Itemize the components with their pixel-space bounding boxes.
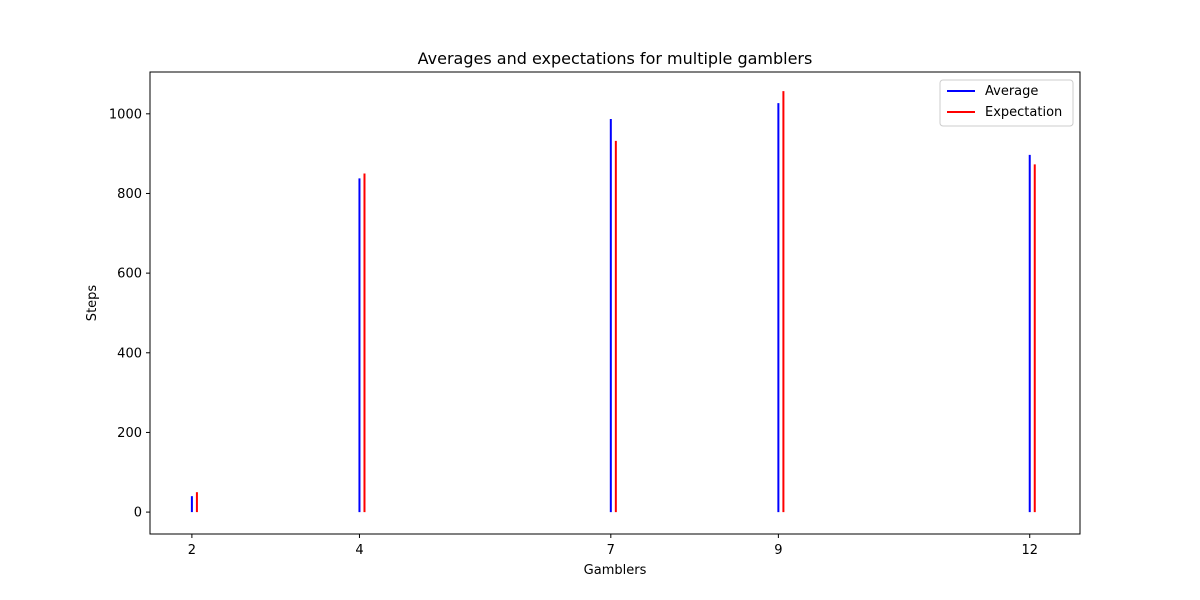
x-axis-label: Gamblers — [584, 563, 647, 578]
chart-title: Averages and expectations for multiple g… — [418, 49, 813, 68]
x-tick-label-2: 2 — [188, 543, 196, 558]
y-tick-label-0: 0 — [134, 506, 142, 521]
x-tick-label-7: 7 — [607, 543, 615, 558]
y-tick-label-800: 800 — [117, 187, 142, 202]
y-axis-label: Steps — [85, 285, 100, 322]
legend-label-expectation: Expectation — [985, 105, 1062, 120]
plot-area: 0 200 400 600 800 1000 2 4 7 9 12 — [109, 91, 1038, 558]
legend-label-average: Average — [985, 84, 1038, 99]
y-tick-label-400: 400 — [117, 346, 142, 361]
x-tick-label-4: 4 — [355, 543, 363, 558]
x-tick-label-12: 12 — [1021, 543, 1038, 558]
legend: Average Expectation — [939, 79, 1074, 127]
y-tick-label-200: 200 — [117, 426, 142, 441]
y-tick-label-600: 600 — [117, 267, 142, 282]
x-tick-label-9: 9 — [774, 543, 782, 558]
y-tick-label-1000: 1000 — [109, 107, 142, 122]
plot-frame — [149, 71, 1081, 535]
